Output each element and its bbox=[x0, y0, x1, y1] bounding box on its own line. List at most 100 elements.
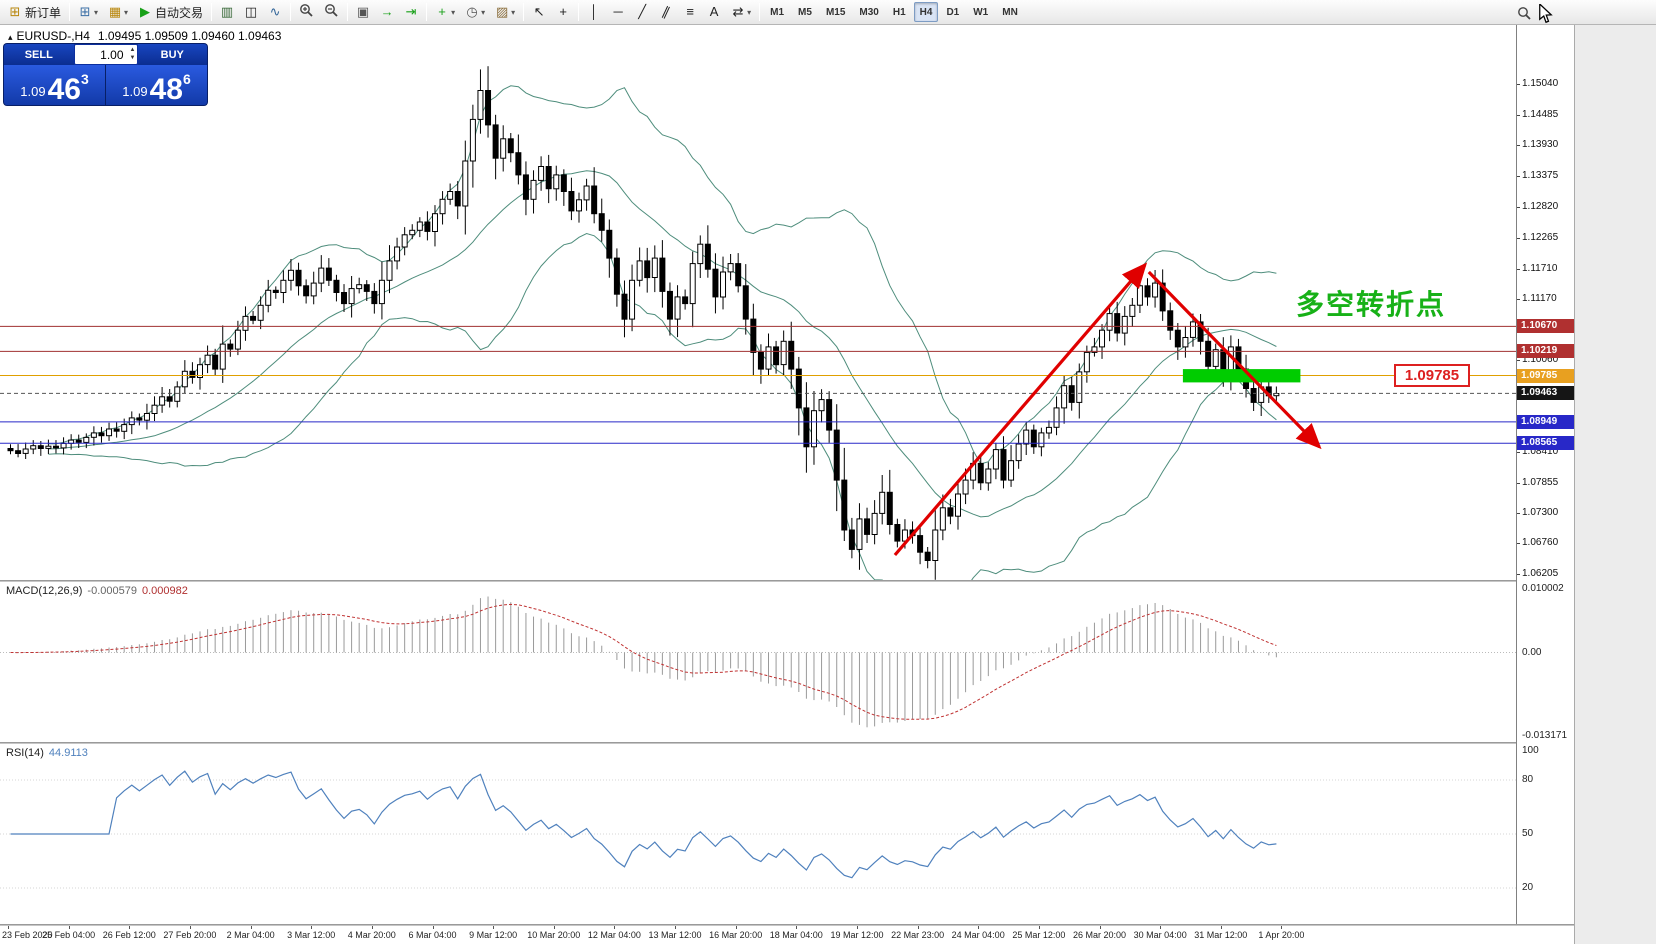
zoom-in-button[interactable] bbox=[295, 2, 318, 22]
volume-input[interactable]: 1.00 ▲ ▼ bbox=[74, 45, 137, 64]
price-axis-label: 1.08410 bbox=[1516, 445, 1559, 457]
text-button-icon: A bbox=[709, 4, 719, 19]
sell-price-button[interactable]: 1.09 46 3 bbox=[4, 65, 106, 105]
time-axis-label: 1 Apr 20:00 bbox=[1258, 930, 1305, 940]
fibonacci-button-icon: ≡ bbox=[686, 4, 694, 19]
price-axis-label: 1.13375 bbox=[1516, 170, 1559, 182]
crosshair-button[interactable]: + bbox=[552, 2, 574, 22]
buy-price-button[interactable]: 1.09 48 6 bbox=[106, 65, 207, 105]
time-axis-label: 31 Mar 12:00 bbox=[1194, 930, 1248, 940]
timeframe-m15[interactable]: M15 bbox=[825, 6, 846, 18]
price-axis-label: 1.07300 bbox=[1516, 507, 1559, 519]
price-axis-label: 1.06760 bbox=[1516, 537, 1559, 549]
pane-separator[interactable] bbox=[0, 580, 1574, 582]
fibonacci-button[interactable]: ≡ bbox=[679, 2, 701, 22]
time-axis-label: 24 Mar 04:00 bbox=[951, 930, 1005, 940]
timeframe-m30[interactable]: M30 bbox=[859, 6, 879, 18]
rsi-pane-canvas[interactable] bbox=[0, 744, 1516, 924]
time-axis-tick bbox=[1160, 926, 1162, 929]
auto-scroll-button[interactable]: → bbox=[376, 2, 398, 22]
new-order-button[interactable]: ⊞ 新订单 bbox=[4, 2, 65, 22]
time-axis-label: 30 Mar 04:00 bbox=[1133, 930, 1187, 940]
time-axis-tick bbox=[857, 926, 858, 929]
auto-scroll-button-icon: → bbox=[380, 4, 394, 19]
timeframe-h1[interactable]: H1 bbox=[892, 6, 906, 18]
periods-button[interactable]: ◷ ▾ bbox=[461, 2, 489, 22]
chevron-down-icon[interactable]: ▾ bbox=[124, 7, 129, 17]
toolbar-separator bbox=[347, 3, 349, 21]
timeframe-w1[interactable]: W1 bbox=[973, 6, 989, 18]
time-axis-tick bbox=[1099, 926, 1101, 929]
toolbar-separator bbox=[759, 3, 761, 21]
arrows-button[interactable]: ⇄ ▾ bbox=[727, 2, 755, 22]
zoom-out-button[interactable] bbox=[320, 2, 343, 22]
level-price-tag: 1.08565 bbox=[1517, 436, 1574, 451]
macd-pane-canvas[interactable] bbox=[0, 582, 1516, 742]
templates-button[interactable]: ▨ ▾ bbox=[491, 2, 519, 22]
bar-chart-button[interactable]: ▥ bbox=[216, 2, 238, 22]
new-order-button-label: 新订单 bbox=[25, 5, 62, 20]
cursor-button-icon: ↖ bbox=[533, 4, 545, 19]
chevron-down-icon[interactable]: ▾ bbox=[451, 7, 456, 17]
indicators-button[interactable]: + ▾ bbox=[431, 2, 459, 22]
chevron-down-icon[interactable]: ▾ bbox=[94, 7, 99, 17]
chart-shift-button[interactable]: ⇥ bbox=[400, 2, 422, 22]
time-axis-label: 27 Feb 20:00 bbox=[163, 930, 217, 940]
trendline-button[interactable]: ╱ bbox=[631, 2, 653, 22]
price-axis-label: 1.13930 bbox=[1516, 139, 1559, 151]
horizontal-line-button[interactable]: ─ bbox=[607, 2, 629, 22]
timeframe-mn[interactable]: MN bbox=[1002, 6, 1018, 18]
time-axis[interactable]: 23 Feb 2020 25 Feb 04:00 26 Feb 12:00 27 Fe… bbox=[0, 926, 1574, 944]
level-price-tag: 1.08949 bbox=[1517, 414, 1574, 429]
pane-separator[interactable] bbox=[0, 742, 1574, 744]
line-chart-button[interactable]: ∿ bbox=[264, 2, 286, 22]
rsi-name: RSI(14) bbox=[6, 747, 44, 759]
cursor-button[interactable]: ↖ bbox=[528, 2, 550, 22]
price-callout-label: 1.09785 bbox=[1394, 364, 1470, 387]
time-axis-tick bbox=[553, 926, 555, 929]
macd-scale-label: 0.010002 bbox=[1522, 583, 1564, 595]
time-axis-tick bbox=[1220, 926, 1222, 929]
templates-button-icon: ▨ bbox=[495, 4, 509, 19]
time-axis-label: 22 Mar 23:00 bbox=[891, 930, 945, 940]
bar-chart-button-icon: ▥ bbox=[220, 4, 234, 19]
chevron-down-icon[interactable]: ▾ bbox=[481, 7, 486, 17]
timeframe-d1[interactable]: D1 bbox=[946, 6, 960, 18]
price-axis-label: 1.10060 bbox=[1516, 354, 1559, 366]
toolbar-separator bbox=[523, 3, 525, 21]
sell-button-label[interactable]: SELL bbox=[4, 44, 74, 65]
timeframe-m5[interactable]: M5 bbox=[798, 6, 812, 18]
chart-shift-button-icon: ⇥ bbox=[405, 4, 417, 19]
periods-button-icon: ◷ bbox=[466, 4, 478, 19]
tile-windows-button[interactable]: ▣ bbox=[352, 2, 374, 22]
buy-button-label[interactable]: BUY bbox=[137, 44, 207, 65]
time-axis-label: 13 Mar 12:00 bbox=[648, 930, 702, 940]
main-chart-canvas[interactable] bbox=[0, 25, 1516, 580]
volume-stepper-icon[interactable]: ▲ ▼ bbox=[129, 47, 136, 61]
candlestick-button[interactable]: ◫ bbox=[240, 2, 262, 22]
level-price-tag: 1.10670 bbox=[1517, 319, 1574, 334]
time-axis-tick bbox=[250, 926, 252, 929]
level-price-tag: 1.09785 bbox=[1517, 368, 1574, 383]
channel-button[interactable]: ∥ bbox=[655, 2, 677, 22]
timeframe-m1[interactable]: M1 bbox=[770, 6, 785, 18]
macd-scale-label: 0.00 bbox=[1522, 646, 1542, 658]
timeframe-h4[interactable]: H4 bbox=[913, 2, 939, 22]
time-axis-label: 19 Mar 12:00 bbox=[830, 930, 884, 940]
time-axis-tick bbox=[917, 926, 919, 929]
time-axis-tick bbox=[493, 926, 495, 929]
auto-trading-button[interactable]: ▶ 自动交易 bbox=[134, 2, 207, 22]
profiles-button[interactable]: ▦ ▾ bbox=[104, 2, 132, 22]
price-axis[interactable]: 1.15040 1.14485 1.13930 1.13375 1.12820 1.122… bbox=[1516, 25, 1574, 924]
time-axis-tick bbox=[68, 926, 70, 929]
vertical-line-button[interactable]: │ bbox=[583, 2, 605, 22]
toolbar-separator bbox=[578, 3, 580, 21]
new-chart-button[interactable]: ⊞ ▾ bbox=[74, 2, 102, 22]
chevron-down-icon[interactable]: ▾ bbox=[511, 7, 516, 17]
time-axis-label: 16 Mar 20:00 bbox=[709, 930, 763, 940]
search-icon[interactable] bbox=[1514, 3, 1534, 23]
chevron-down-icon[interactable]: ▾ bbox=[747, 7, 752, 17]
time-axis-label: 10 Mar 20:00 bbox=[527, 930, 581, 940]
text-button[interactable]: A bbox=[703, 2, 725, 22]
pane-separator[interactable] bbox=[0, 924, 1574, 926]
